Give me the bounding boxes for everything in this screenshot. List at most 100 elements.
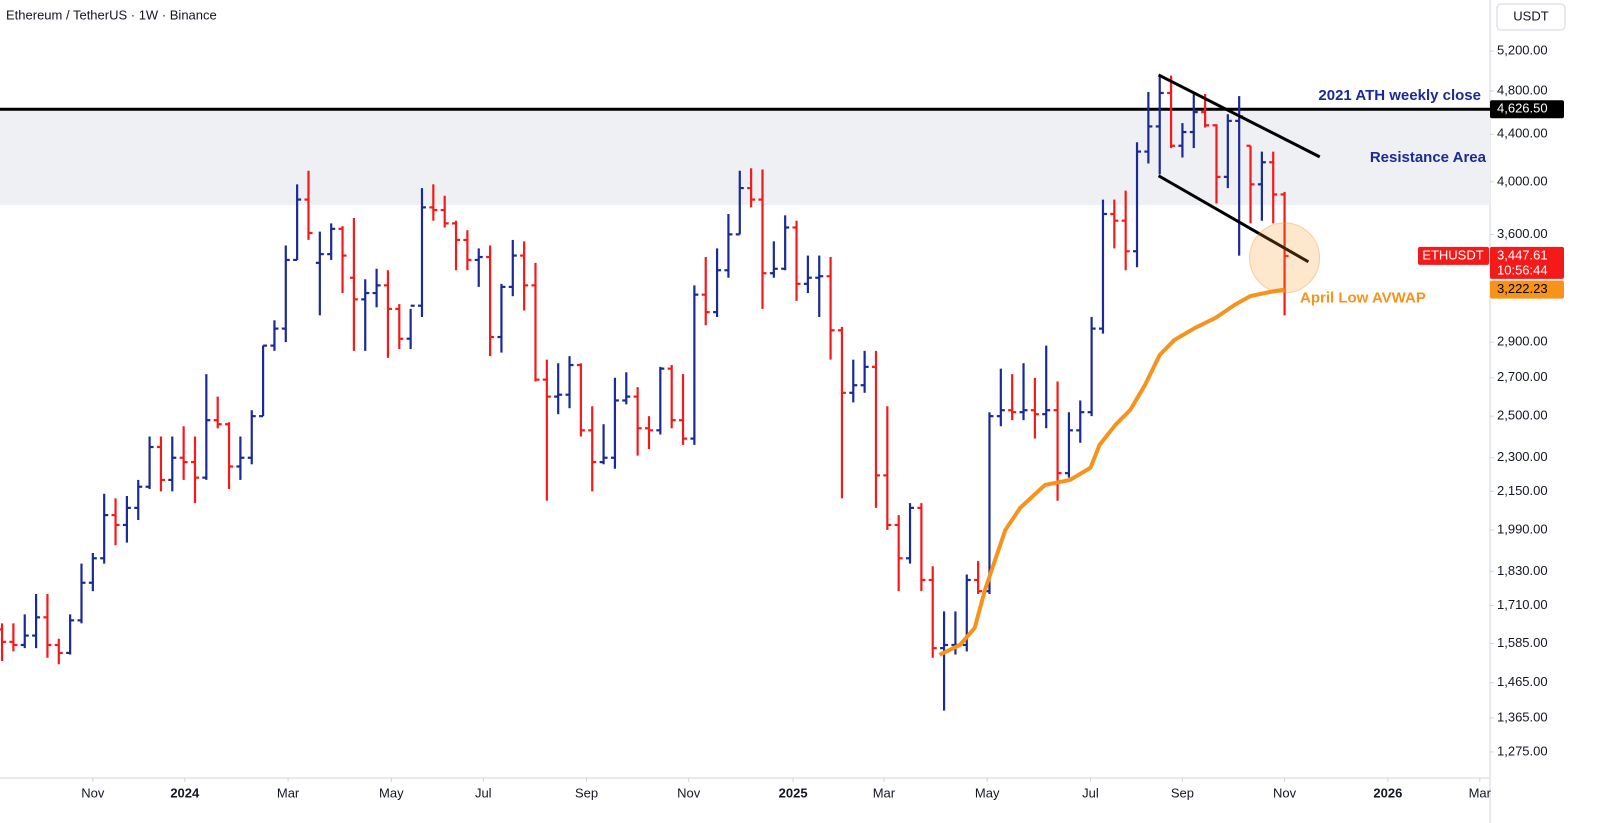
- ohlc-bar: [327, 223, 336, 260]
- ohlc-bar: [134, 479, 143, 521]
- x-tick-label: Nov: [81, 785, 105, 800]
- ohlc-bar: [20, 614, 29, 649]
- ohlc-bar: [690, 285, 699, 445]
- ohlc-bar: [406, 304, 415, 350]
- ohlc-bar: [361, 279, 370, 351]
- ohlc-bar: [1167, 75, 1176, 149]
- ohlc-bar: [1155, 74, 1164, 175]
- ohlc-bar: [452, 220, 461, 271]
- y-tick-label: 4,400.00: [1497, 126, 1548, 141]
- ohlc-bar: [304, 170, 313, 240]
- ohlc-bar: [781, 215, 790, 271]
- ohlc-bar: [100, 493, 109, 564]
- ohlc-bar: [747, 168, 756, 208]
- y-tick-label: 1,275.00: [1497, 743, 1548, 758]
- ohlc-bar: [565, 356, 574, 409]
- ohlc-bar: [0, 623, 7, 662]
- ohlc-bar: [270, 320, 279, 351]
- ohlc-bar: [576, 363, 585, 437]
- ohlc-bar: [542, 359, 551, 501]
- currency-button[interactable]: [1496, 3, 1566, 31]
- ohlc-bar: [247, 410, 256, 465]
- ohlc-bar: [440, 195, 449, 228]
- ohlc-bar: [917, 503, 926, 592]
- price-tag: [1490, 100, 1564, 119]
- y-tick-label: 2,300.00: [1497, 449, 1548, 464]
- ohlc-bar: [179, 426, 188, 480]
- highlight-circle: [1249, 222, 1321, 294]
- ohlc-bar: [667, 365, 676, 429]
- ohlc-bar: [622, 372, 631, 405]
- y-tick-label: 2,700.00: [1497, 369, 1548, 384]
- countdown-label: 10:56:44: [1497, 262, 1548, 277]
- ohlc-bar: [735, 170, 744, 236]
- ohlc-bar: [474, 248, 483, 287]
- plot-area: [0, 73, 1490, 711]
- ohlc-bar: [1269, 151, 1278, 224]
- y-tick-label: 1,710.00: [1497, 597, 1548, 612]
- avwap-tag-label: 3,222.23: [1497, 281, 1548, 296]
- y-tick-label: 4,000.00: [1497, 173, 1548, 188]
- resistance-band: [0, 109, 1490, 206]
- ohlc-bar: [803, 255, 812, 294]
- ohlc-bar: [940, 611, 949, 711]
- ohlc-bar: [871, 350, 880, 508]
- ohlc-bar: [724, 213, 733, 278]
- last-price-label: 3,447.61: [1497, 247, 1548, 262]
- ohlc-bar: [769, 241, 778, 278]
- symbol-tag: [1418, 246, 1489, 265]
- y-tick-label: 1,585.00: [1497, 635, 1548, 650]
- ohlc-bar: [928, 566, 937, 658]
- x-tick-label: 2025: [779, 785, 808, 800]
- ohlc-bar: [202, 374, 211, 480]
- ohlc-bar: [1087, 317, 1096, 417]
- x-tick-label: 2024: [170, 785, 200, 800]
- ohlc-bar: [599, 424, 608, 465]
- ohlc-bar: [338, 226, 347, 294]
- ohlc-bar: [486, 245, 495, 357]
- ohlc-bar: [1212, 124, 1221, 204]
- channel-line: [1157, 174, 1310, 264]
- ohlc-bar: [906, 503, 915, 564]
- ohlc-bar: [236, 436, 245, 480]
- y-tick-label: 2,900.00: [1497, 334, 1548, 349]
- ohlc-bar: [9, 623, 18, 652]
- x-tick-label: Jul: [1082, 785, 1099, 800]
- x-tick-label: Mar: [873, 785, 896, 800]
- ohlc-bar: [701, 257, 710, 326]
- x-tick-label: Sep: [575, 785, 598, 800]
- ohlc-bar: [644, 416, 653, 450]
- ohlc-bar: [633, 387, 642, 456]
- x-tick-label: Mar: [277, 785, 300, 800]
- ohlc-bar: [1144, 91, 1153, 164]
- ohlc-bar: [88, 553, 97, 592]
- ohlc-bar: [679, 374, 688, 445]
- ohlc-bar: [1133, 142, 1142, 268]
- ohlc-bar: [996, 368, 1005, 427]
- last-price-tag: [1490, 246, 1564, 279]
- ohlc-bar: [1076, 400, 1085, 443]
- currency-label[interactable]: USDT: [1513, 8, 1548, 23]
- ohlc-bar: [610, 377, 619, 469]
- ohlc-bar: [860, 350, 869, 393]
- ohlc-bar: [259, 344, 268, 418]
- ohlc-bar: [77, 563, 86, 624]
- ohlc-bar: [837, 326, 846, 499]
- ohlc-bar: [1257, 151, 1266, 221]
- price-tag-label: 4,626.50: [1497, 101, 1548, 116]
- ohlc-bar: [554, 363, 563, 415]
- x-tick-label: May: [379, 785, 404, 800]
- ohlc-bar: [395, 304, 404, 350]
- ohlc-bar: [190, 436, 199, 504]
- ohlc-bar: [656, 366, 665, 435]
- ohlc-bar: [372, 268, 381, 308]
- y-tick-label: 4,800.00: [1497, 82, 1548, 97]
- ohlc-bar: [111, 498, 120, 546]
- y-tick-label: 3,600.00: [1497, 226, 1548, 241]
- ohlc-bar: [43, 594, 52, 658]
- ohlc-bar: [520, 241, 529, 311]
- ohlc-bar: [1189, 94, 1198, 149]
- ohlc-bar: [1110, 199, 1119, 249]
